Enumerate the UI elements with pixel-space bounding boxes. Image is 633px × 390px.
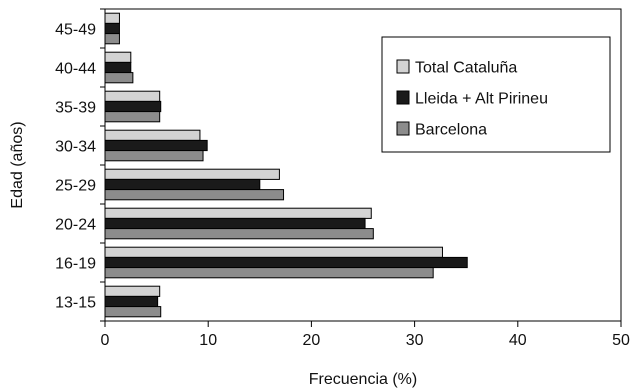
legend-box — [381, 36, 611, 153]
y-tick-label: 35-39 — [55, 100, 96, 117]
bar-20-24-series-1 — [104, 217, 366, 230]
bar-45-49-series-0 — [104, 12, 120, 24]
bar-16-19-series-0 — [104, 246, 443, 258]
bar-45-49-series-2 — [104, 33, 120, 45]
bar-25-29-series-1 — [104, 178, 261, 191]
bar-20-24-series-2 — [104, 228, 374, 240]
bar-13-15-series-2 — [104, 306, 162, 318]
legend-swatch-2 — [396, 121, 410, 136]
legend-swatch-1 — [396, 90, 410, 105]
y-tick-label: 40-44 — [55, 61, 96, 78]
legend-label-0: Total Cataluña — [415, 60, 517, 77]
bar-40-44-series-2 — [104, 72, 134, 84]
x-tick-label: 0 — [101, 332, 110, 349]
legend-label-2: Barcelona — [415, 122, 487, 139]
bar-40-44-series-1 — [104, 61, 132, 74]
x-tick-label: 40 — [509, 332, 527, 349]
bar-45-49-series-1 — [104, 22, 120, 35]
x-tick-label: 50 — [612, 332, 630, 349]
bar-35-39-series-2 — [104, 111, 161, 123]
bar-13-15-series-1 — [104, 295, 159, 308]
y-tick-label: 13-15 — [55, 295, 96, 312]
bar-30-34-series-1 — [104, 139, 208, 152]
y-axis-title: Edad (años) — [9, 121, 26, 208]
x-axis: 0 10 20 30 40 50 — [101, 321, 630, 349]
bar-35-39-series-0 — [104, 90, 161, 102]
x-tick-label: 30 — [406, 332, 424, 349]
y-tick-label: 20-24 — [55, 217, 96, 234]
bar-25-29-series-0 — [104, 168, 280, 180]
bars-group — [104, 12, 468, 318]
bar-30-34-series-0 — [104, 129, 201, 141]
x-tick-label: 10 — [199, 332, 217, 349]
legend: Total Cataluña Lleida + Alt Pirineu Barcel… — [381, 36, 611, 153]
x-axis-title: Frecuencia (%) — [309, 371, 417, 388]
y-axis: 13-15 16-19 20-24 25-29 30-34 35-39 40-44 45-49 — [55, 8, 105, 322]
y-tick-label: 30-34 — [55, 139, 96, 156]
bar-25-29-series-2 — [104, 189, 285, 201]
bar-35-39-series-1 — [104, 100, 162, 113]
x-tick-label: 20 — [303, 332, 321, 349]
legend-swatch-0 — [396, 59, 410, 74]
y-tick-label: 16-19 — [55, 256, 96, 273]
legend-label-1: Lleida + Alt Pirineu — [415, 91, 548, 108]
bar-30-34-series-2 — [104, 150, 204, 162]
bar-16-19-series-1 — [104, 256, 468, 269]
y-tick-label: 45-49 — [55, 22, 96, 39]
bar-40-44-series-0 — [104, 51, 132, 63]
bar-16-19-series-2 — [104, 267, 434, 279]
y-tick-label: 25-29 — [55, 178, 96, 195]
bar-13-15-series-0 — [104, 285, 161, 297]
bar-20-24-series-0 — [104, 207, 372, 219]
